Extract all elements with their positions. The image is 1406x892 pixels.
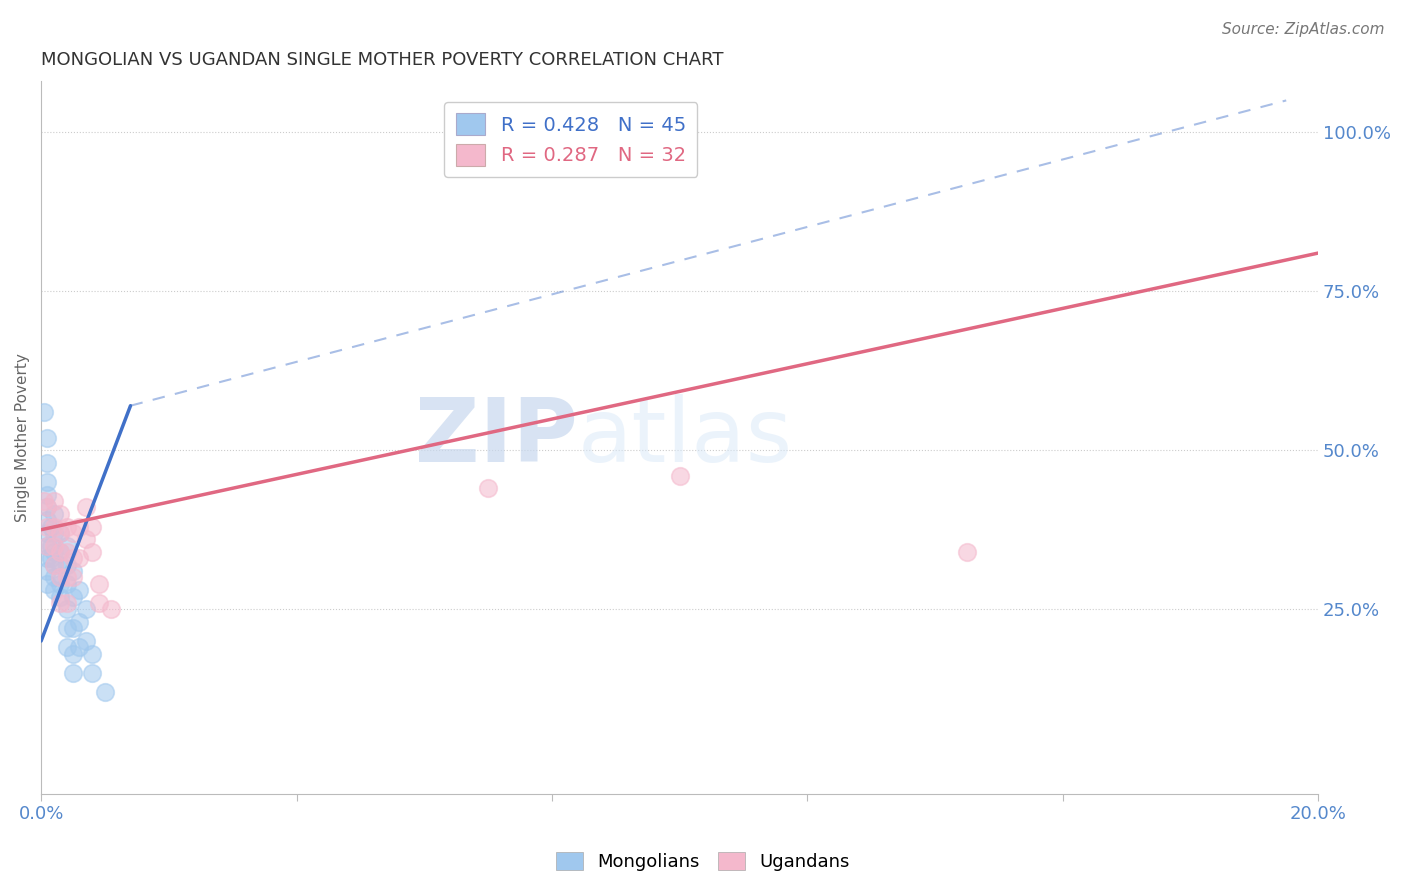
Text: MONGOLIAN VS UGANDAN SINGLE MOTHER POVERTY CORRELATION CHART: MONGOLIAN VS UGANDAN SINGLE MOTHER POVER…: [41, 51, 724, 69]
Point: [39, 539, 62, 553]
Point: [42, 558, 65, 572]
Point: [67, 551, 90, 566]
Point: [67, 615, 90, 629]
Point: [67, 519, 90, 533]
Point: [49, 525, 72, 540]
Point: [49, 596, 72, 610]
Point: [75, 500, 97, 515]
Point: [55, 602, 77, 616]
Point: [42, 583, 65, 598]
Point: [62, 570, 84, 584]
Point: [49, 545, 72, 559]
Point: [94, 685, 117, 699]
Point: [62, 551, 84, 566]
Point: [49, 525, 72, 540]
Text: Source: ZipAtlas.com: Source: ZipAtlas.com: [1222, 22, 1385, 37]
Point: [82, 545, 104, 559]
Point: [55, 570, 77, 584]
Point: [37, 513, 59, 527]
Point: [42, 558, 65, 572]
Point: [37, 519, 59, 533]
Point: [62, 525, 84, 540]
Text: atlas: atlas: [578, 394, 793, 481]
Point: [37, 456, 59, 470]
Point: [75, 602, 97, 616]
Point: [42, 545, 65, 559]
Point: [62, 564, 84, 578]
Point: [67, 583, 90, 598]
Point: [37, 576, 59, 591]
Point: [87, 596, 110, 610]
Point: [49, 558, 72, 572]
Point: [37, 564, 59, 578]
Point: [55, 558, 77, 572]
Point: [39, 519, 62, 533]
Point: [82, 519, 104, 533]
Point: [37, 525, 59, 540]
Point: [62, 665, 84, 680]
Point: [100, 602, 122, 616]
Point: [39, 551, 62, 566]
Point: [55, 545, 77, 559]
Point: [55, 576, 77, 591]
Point: [42, 570, 65, 584]
Point: [49, 570, 72, 584]
Point: [37, 488, 59, 502]
Text: ZIP: ZIP: [415, 394, 578, 481]
Point: [37, 500, 59, 515]
Point: [42, 539, 65, 553]
Y-axis label: Single Mother Poverty: Single Mother Poverty: [15, 353, 30, 522]
Point: [87, 576, 110, 591]
Point: [55, 519, 77, 533]
Point: [34, 405, 56, 419]
Point: [42, 525, 65, 540]
Point: [49, 576, 72, 591]
Point: [62, 621, 84, 635]
Point: [75, 533, 97, 547]
Point: [49, 590, 72, 604]
Point: [49, 507, 72, 521]
Legend: Mongolians, Ugandans: Mongolians, Ugandans: [548, 845, 858, 879]
Point: [37, 500, 59, 515]
Point: [55, 539, 77, 553]
Point: [49, 545, 72, 559]
Point: [42, 519, 65, 533]
Point: [37, 475, 59, 489]
Point: [34, 494, 56, 508]
Point: [37, 539, 59, 553]
Point: [55, 596, 77, 610]
Point: [55, 640, 77, 655]
Point: [477, 482, 499, 496]
Point: [37, 430, 59, 444]
Point: [62, 590, 84, 604]
Point: [956, 545, 979, 559]
Point: [82, 647, 104, 661]
Point: [75, 634, 97, 648]
Point: [37, 539, 59, 553]
Point: [37, 551, 59, 566]
Legend: R = 0.428   N = 45, R = 0.287   N = 32: R = 0.428 N = 45, R = 0.287 N = 32: [444, 102, 697, 178]
Point: [82, 665, 104, 680]
Point: [55, 621, 77, 635]
Point: [42, 494, 65, 508]
Point: [668, 468, 690, 483]
Point: [67, 640, 90, 655]
Point: [42, 507, 65, 521]
Point: [62, 647, 84, 661]
